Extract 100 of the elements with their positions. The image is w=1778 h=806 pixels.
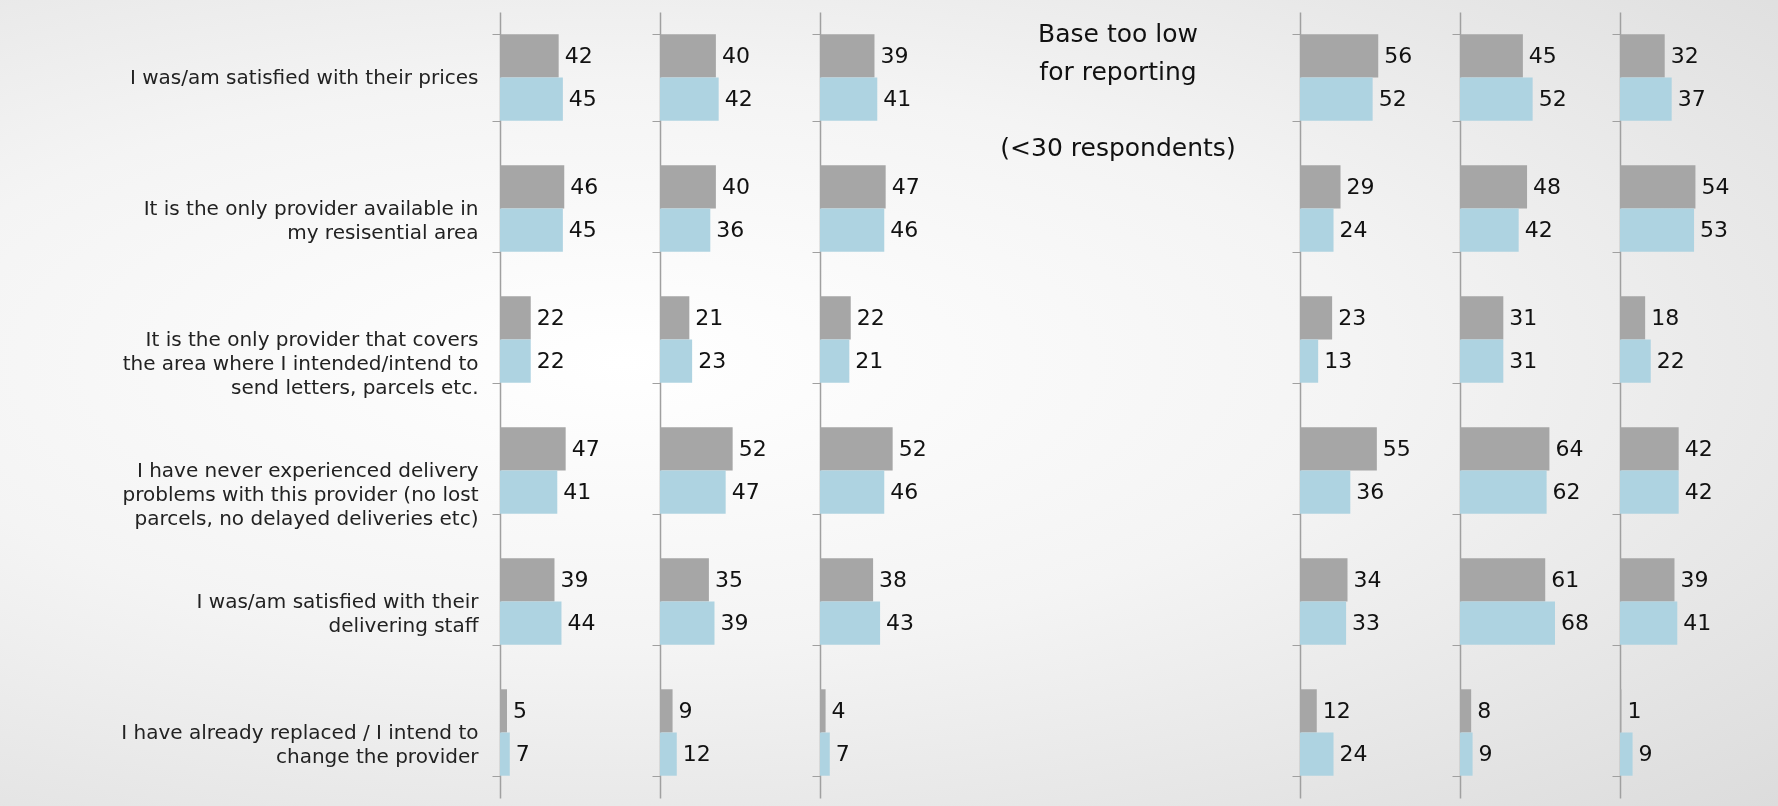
bar [500,208,563,252]
data-label: 42 [1684,435,1713,461]
data-label: 21 [855,348,884,374]
data-label: 48 [1533,173,1562,199]
data-label: 54 [1701,173,1730,199]
bar [820,601,881,645]
bar [660,339,693,383]
data-label: 36 [1356,479,1385,505]
data-label: 47 [891,173,920,199]
data-label: 52 [898,435,927,461]
y-tick-label: I have already replaced / I intend to change the provider [121,720,480,768]
bar [1620,601,1678,645]
data-label: 7 [515,741,530,767]
data-label: 39 [880,42,909,68]
data-label: 7 [835,741,850,767]
data-label: 39 [720,610,749,636]
data-label: 62 [1552,479,1581,505]
bar [1460,470,1547,514]
data-label: 64 [1555,435,1584,461]
data-label: 12 [1322,697,1351,723]
data-label: 41 [563,479,592,505]
data-label: 68 [1561,610,1589,636]
data-label: 36 [716,217,745,243]
y-tick-label: I was/am satisfied with their prices [129,65,479,89]
data-label: 43 [886,610,915,636]
data-label: 34 [1353,566,1382,592]
bar [820,208,885,252]
bar [660,208,711,252]
bar [1300,208,1334,252]
bar [1460,77,1533,121]
bar [1300,732,1334,776]
bar [500,601,562,645]
data-label: 31 [1509,348,1538,374]
data-label: 13 [1324,348,1353,374]
data-label: 24 [1339,741,1368,767]
data-label: 21 [695,304,724,330]
data-label: 22 [1656,348,1685,374]
bar [1460,208,1519,252]
data-label: 45 [568,86,597,112]
data-label: 5 [512,697,527,723]
bar [820,732,830,776]
text: Base too low for reporting [1038,19,1198,86]
data-label: 52 [1538,86,1567,112]
bar [1460,601,1555,645]
bar [660,601,715,645]
bar [660,732,677,776]
data-label: 39 [560,566,589,592]
bar [500,339,531,383]
data-label: 35 [714,566,743,592]
data-label: 46 [890,217,919,243]
bar [500,77,563,121]
y-tick-label: It is the only provider available in my resisential area [143,196,479,244]
data-label: 42 [1684,479,1713,505]
data-label: 52 [738,435,767,461]
bar [1300,339,1319,383]
data-label: 24 [1339,217,1368,243]
text: (<30 respondents) [1000,133,1236,162]
bar [1620,470,1679,514]
data-label: 8 [1477,697,1492,723]
data-label: 38 [879,566,908,592]
data-label: 52 [1378,86,1407,112]
bar [1300,470,1351,514]
data-label: 22 [856,304,885,330]
data-label: 12 [682,741,711,767]
data-label: 18 [1651,304,1680,330]
bar [500,470,558,514]
bar [1460,732,1473,776]
data-label: 23 [1338,304,1367,330]
data-label: 46 [890,479,919,505]
y-tick-label: It is the only provider that covers the area where I intended/intend to send letters, parcels etc. [122,327,479,399]
data-label: 55 [1382,435,1411,461]
data-label: 33 [1352,610,1381,636]
data-label: 40 [721,173,750,199]
data-label: 45 [568,217,597,243]
bar [1300,77,1373,121]
data-label: 44 [567,610,596,636]
data-label: 47 [731,479,760,505]
data-label: 46 [570,173,599,199]
data-label: 53 [1700,217,1729,243]
data-label: 37 [1677,86,1706,112]
bar [820,77,878,121]
data-label: 23 [698,348,727,374]
data-label: 22 [536,304,565,330]
data-label: 47 [571,435,600,461]
data-label: 39 [1680,566,1709,592]
bar [500,732,510,776]
data-label: 56 [1384,42,1413,68]
data-label: 29 [1346,173,1375,199]
data-label: 31 [1509,304,1538,330]
y-tick-label: I was/am satisfied with their delivering staff [196,589,480,637]
data-label: 4 [831,697,846,723]
bar [1620,732,1633,776]
bar [820,339,850,383]
data-label: 41 [1683,610,1712,636]
bar [1460,339,1504,383]
bar [1620,208,1695,252]
data-label: 45 [1528,42,1557,68]
data-label: 9 [678,697,693,723]
data-label: 42 [724,86,753,112]
data-label: 40 [721,42,750,68]
